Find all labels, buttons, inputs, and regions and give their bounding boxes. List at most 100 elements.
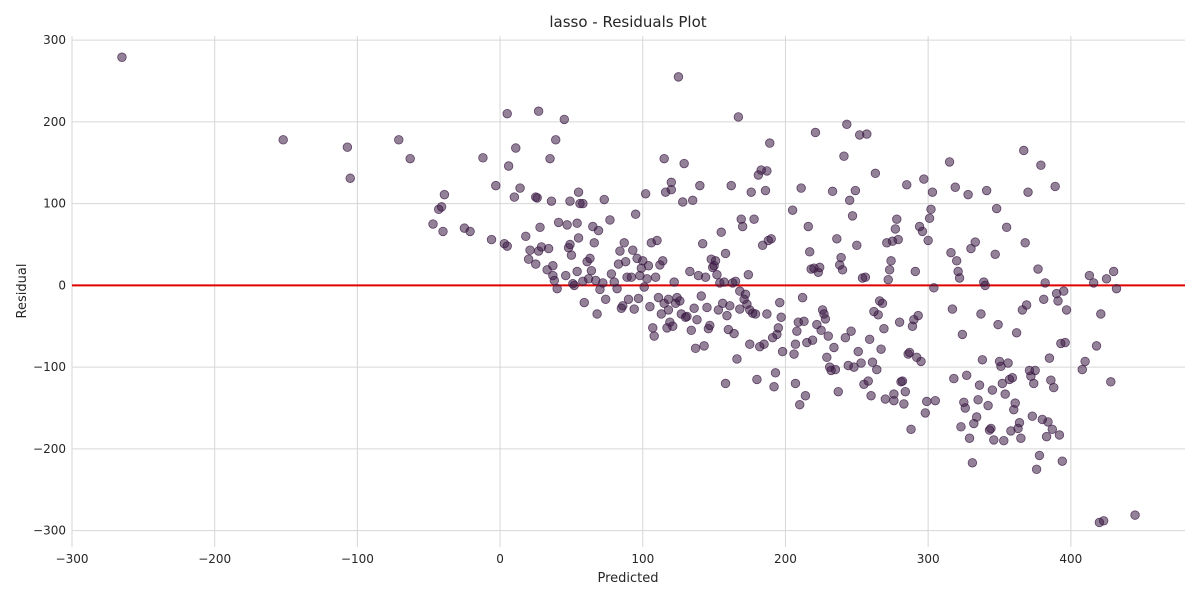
data-point [769,382,779,392]
data-point [839,151,849,161]
x-tick-label: −100 [341,552,374,566]
data-point [682,311,692,322]
data-point [572,218,582,228]
data-point [733,112,744,122]
data-point [946,247,956,258]
data-point [600,294,611,304]
data-point [535,222,545,233]
data-point [894,317,905,327]
data-point [678,197,688,207]
data-point [862,129,872,139]
data-point [566,250,577,260]
data-point [1041,431,1052,442]
data-point [1061,305,1072,315]
data-point [649,331,659,341]
data-point [930,395,940,406]
data-point [689,303,699,313]
data-point [478,153,488,163]
data-point [629,304,639,314]
data-point [795,400,805,410]
data-point [900,386,911,397]
data-point [920,408,931,418]
data-point [796,183,806,193]
data-point [405,153,415,164]
data-point [906,424,916,434]
data-point [618,301,628,311]
data-point [586,265,597,276]
data-point [1001,222,1012,233]
data-point [876,344,886,354]
data-point [698,238,708,249]
data-point [797,292,808,303]
data-point [773,323,784,333]
data-point [523,254,534,264]
data-point [790,378,801,389]
data-point [954,273,965,283]
data-point [1044,353,1055,363]
data-point [658,256,668,266]
data-point [1053,296,1063,306]
x-tick-label: 100 [631,552,654,566]
data-point [713,305,724,315]
data-point [777,346,788,357]
data-point [745,339,755,349]
data-point [345,173,355,183]
data-point [673,72,684,82]
data-point [342,142,353,152]
data-point [792,326,802,336]
data-point [620,256,631,267]
data-point [615,246,625,256]
data-point [879,324,889,334]
data-point [612,283,622,294]
x-axis-label: Predicted [597,571,658,586]
data-point [976,309,986,319]
data-point [990,249,1000,259]
data-point [1096,309,1106,319]
data-point [686,325,696,336]
data-point [652,235,662,246]
data-point [947,304,958,314]
data-point [669,277,679,287]
data-point [730,276,741,286]
data-point [1047,424,1057,434]
data-point [923,235,933,246]
data-point [799,316,809,327]
data-point [630,209,641,219]
y-tick-label: −100 [33,360,66,374]
data-point [880,394,891,404]
data-point [929,283,939,293]
data-point [927,187,938,197]
data-point [800,391,811,401]
data-point [1060,337,1070,348]
data-point [1019,145,1029,156]
data-point [883,274,893,285]
data-point [840,332,851,343]
data-point [970,237,980,247]
data-point [832,234,842,244]
data-point [853,346,863,357]
data-point [1034,450,1045,461]
y-tick-label: −200 [33,442,66,456]
data-point [1036,160,1046,170]
data-point [886,256,896,266]
x-tick-label: −200 [198,552,231,566]
data-point [892,214,902,224]
data-point [439,189,450,200]
data-point [720,378,731,389]
data-point [877,298,888,309]
data-point [521,231,531,242]
data-point [639,282,649,292]
data-point [1108,266,1119,277]
data-point [807,335,818,345]
data-point [1007,373,1018,383]
data-point [552,283,562,294]
data-point [685,266,695,277]
data-point [1084,270,1095,281]
data-point [790,339,801,349]
data-point [989,435,999,445]
data-point [465,226,475,237]
data-point [532,193,542,203]
data-point [623,294,634,304]
data-point [533,106,544,116]
data-point [690,343,701,354]
